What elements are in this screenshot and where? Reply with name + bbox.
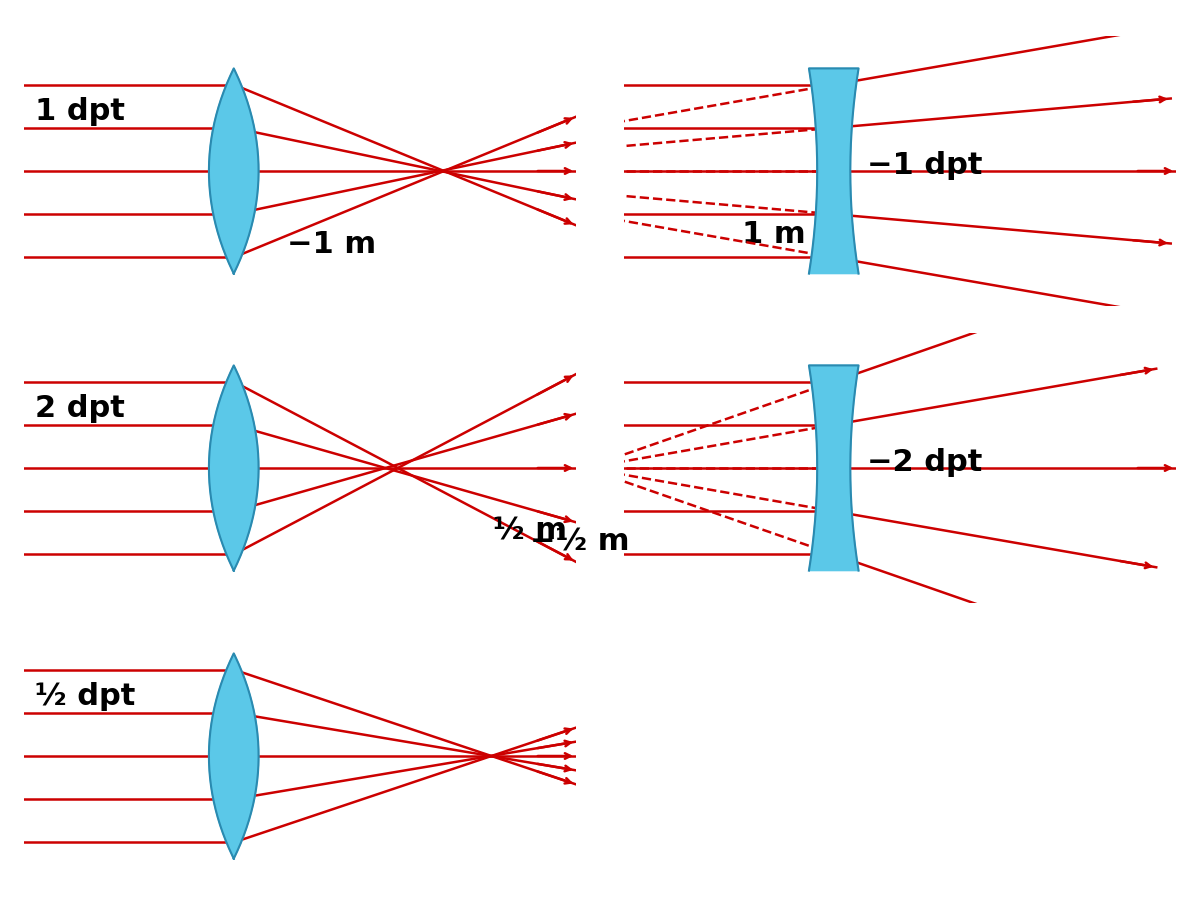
Text: −1 m: −1 m [287,230,376,259]
Polygon shape [809,68,858,274]
Text: 1 m: 1 m [742,220,805,248]
Text: −2 dpt: −2 dpt [866,448,983,477]
Text: 2 dpt: 2 dpt [35,394,125,423]
Polygon shape [209,653,258,859]
Text: 1 dpt: 1 dpt [35,97,125,126]
Text: ½ dpt: ½ dpt [35,682,136,711]
Polygon shape [809,365,858,571]
Text: −1 dpt: −1 dpt [866,151,983,180]
Polygon shape [209,365,258,571]
Text: ½ m: ½ m [493,517,568,545]
Polygon shape [209,68,258,274]
Text: −½ m: −½ m [530,527,630,556]
